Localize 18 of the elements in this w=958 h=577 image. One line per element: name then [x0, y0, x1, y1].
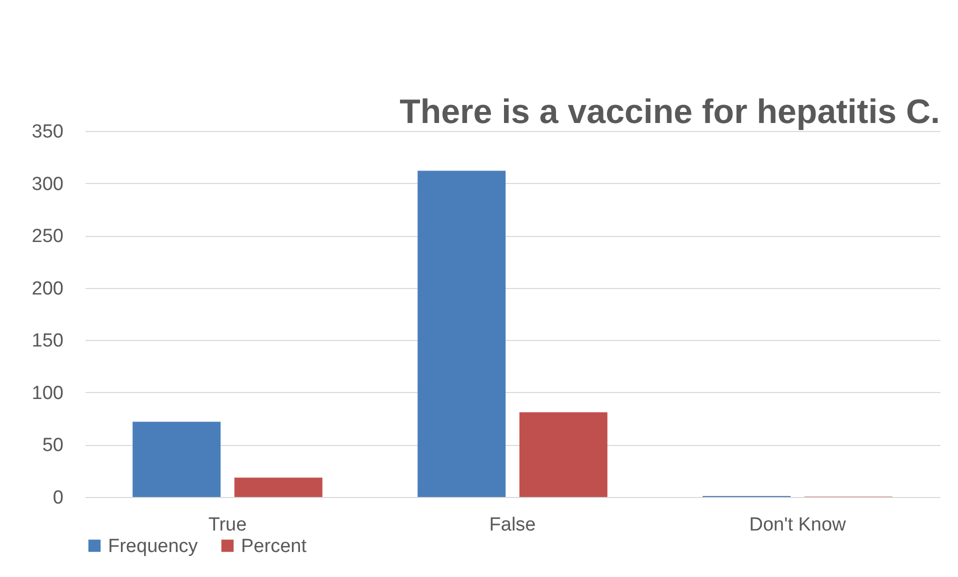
y-tick-label: 50 — [42, 435, 64, 456]
x-tick-label: Don't Know — [749, 514, 846, 536]
x-tick-label: False — [489, 514, 536, 536]
y-tick-label: 300 — [32, 174, 64, 195]
y-tick-label: 250 — [32, 226, 64, 248]
chart-title: There is a vaccine for hepatitis C. — [400, 93, 940, 131]
y-tick-label: 350 — [32, 122, 64, 142]
bar — [132, 422, 221, 497]
y-tick-label: 100 — [32, 382, 64, 404]
legend-label: Percent — [241, 536, 308, 557]
bar — [418, 170, 506, 497]
y-tick-label: 200 — [32, 278, 64, 300]
bar — [519, 412, 608, 497]
y-tick-label: 150 — [32, 330, 64, 352]
y-tick-label: 0 — [52, 488, 64, 508]
bar — [234, 478, 322, 497]
legend-label: Frequency — [108, 536, 198, 557]
x-tick-label: True — [208, 514, 247, 536]
